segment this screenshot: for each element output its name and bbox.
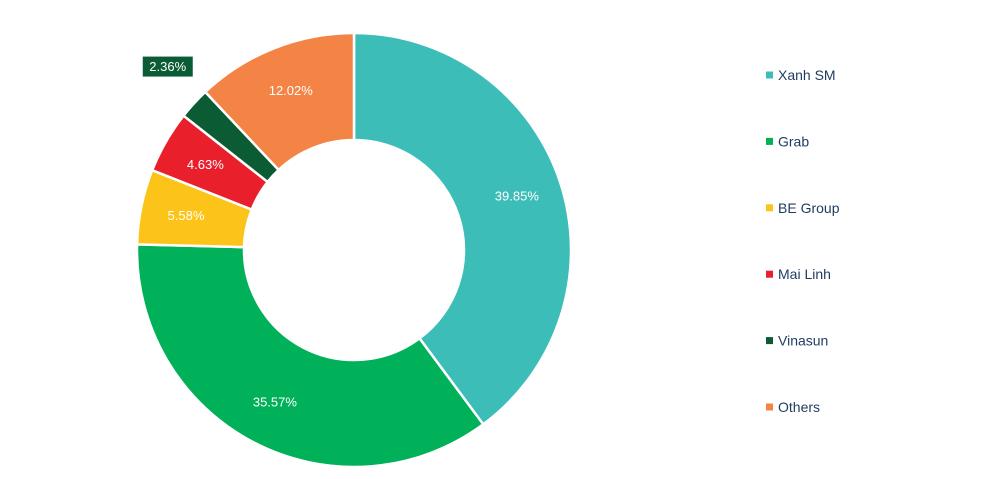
legend-label-be-group: BE Group: [778, 200, 840, 216]
legend-label-grab: Grab: [778, 133, 809, 149]
legend-swatch-vinasun: [766, 337, 773, 345]
legend: Xanh SM Grab BE Group Mai Linh Vinasun Others: [766, 67, 840, 415]
legend-label-others: Others: [778, 399, 820, 415]
slice-label-bg-vinasun: [142, 56, 193, 77]
donut-slices: [135, 31, 573, 469]
legend-swatch-xanh-sm: [766, 71, 773, 79]
legend-label-xanh-sm: Xanh SM: [778, 67, 836, 83]
slice-label-xanh-sm: 39.85%: [495, 189, 540, 204]
slice-xanh-sm: [352, 31, 573, 427]
legend-label-vinasun: Vinasun: [778, 333, 828, 349]
slice-label-others: 12.02%: [269, 83, 314, 98]
legend-swatch-others: [766, 403, 773, 411]
slice-label-be-group: 5.58%: [168, 208, 205, 223]
slice-labels: 39.85% 35.57% 5.58% 4.63% 2.36% 12.02%: [142, 56, 540, 410]
slice-label-mai-linh: 4.63%: [187, 157, 224, 172]
legend-swatch-grab: [766, 137, 773, 145]
slice-label-vinasun: 2.36%: [149, 59, 186, 74]
legend-swatch-mai-linh: [766, 270, 773, 278]
slice-others: [203, 31, 356, 172]
legend-label-mai-linh: Mai Linh: [778, 266, 831, 282]
slice-label-grab: 35.57%: [253, 395, 298, 410]
legend-swatch-be-group: [766, 204, 773, 212]
slice-grab: [135, 243, 485, 469]
